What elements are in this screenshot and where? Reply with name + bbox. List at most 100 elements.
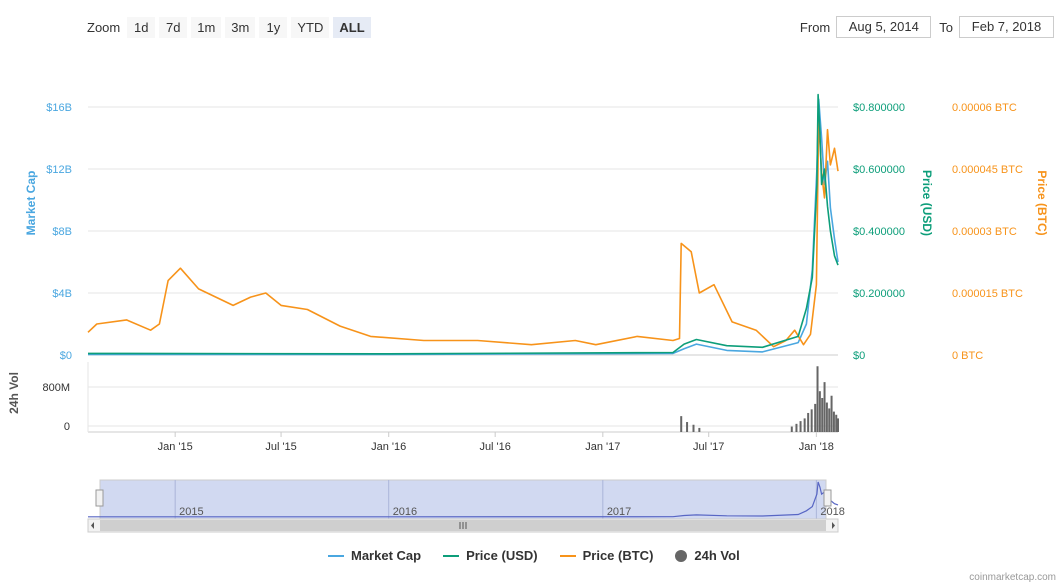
price-usd-tick-label: $0.400000: [853, 226, 905, 238]
navigator-selection[interactable]: [99, 479, 827, 520]
price-btc-axis-title: Price (BTC): [1035, 170, 1049, 235]
price-usd-tick-label: $0.800000: [853, 102, 905, 114]
price-btc-line: [87, 116, 839, 348]
volume-bar: [686, 422, 689, 432]
volume-bar: [810, 409, 813, 432]
market-cap-axis: Market Cap $0 $4B $8B $12B $16B: [24, 102, 72, 362]
price-usd-tick-label: $0.200000: [853, 288, 905, 300]
volume-bar: [807, 412, 810, 432]
volume-bar: [698, 427, 701, 432]
market-cap-line-icon: [328, 554, 344, 557]
x-tick-label: Jul '16: [479, 441, 510, 453]
volume-bar: [795, 423, 798, 432]
volume-bar: [799, 421, 802, 432]
volume-bar: [814, 403, 817, 432]
price-btc-tick-label: 0.00003 BTC: [952, 226, 1017, 238]
x-tick-label: Jan '18: [799, 441, 834, 453]
price-usd-axis-title: Price (USD): [920, 170, 934, 236]
market-cap-axis-title: Market Cap: [24, 171, 38, 236]
zoom-1m-button[interactable]: 1m: [191, 16, 222, 38]
to-date-input[interactable]: Feb 7, 2018: [959, 16, 1054, 38]
volume-bar: [832, 411, 835, 432]
navigator-left-handle[interactable]: [95, 489, 104, 507]
price-usd-tick-label: $0: [853, 350, 865, 362]
legend-price-btc[interactable]: Price (BTC): [559, 548, 654, 563]
volume-bar: [803, 418, 806, 432]
market-cap-tick-label: $16B: [46, 102, 72, 114]
series-layer: [87, 93, 839, 432]
from-date-input[interactable]: Aug 5, 2014: [836, 16, 932, 38]
navigator[interactable]: 2015 2016 2017 2018: [87, 479, 845, 533]
market-cap-tick-label: $12B: [46, 164, 72, 176]
navigator-grid: 2015 2016 2017 2018: [174, 480, 845, 519]
legend-label: 24h Vol: [694, 548, 740, 563]
volume-bar: [835, 414, 838, 432]
x-axis: Jan '15 Jul '15 Jan '16 Jul '16 Jan '17 Jul '…: [158, 432, 834, 453]
volume-bar: [816, 366, 819, 432]
to-label: To: [939, 19, 953, 35]
volume-bar: [821, 398, 824, 432]
x-tick-label: Jan '16: [371, 441, 406, 453]
legend-label: Price (BTC): [582, 548, 654, 563]
navigator-year-label: 2015: [179, 506, 203, 518]
market-cap-line: [87, 98, 839, 356]
navigator-year-label: 2017: [607, 506, 631, 518]
navigator-year-label: 2018: [820, 506, 844, 518]
legend-market-cap[interactable]: Market Cap: [328, 548, 421, 563]
legend-price-usd[interactable]: Price (USD): [443, 548, 538, 563]
zoom-3m-button[interactable]: 3m: [225, 16, 256, 38]
price-chart: Market Cap $0 $4B $8B $12B $16B Price (USD) …: [7, 93, 1049, 533]
volume-tick-label: 0: [64, 421, 70, 433]
zoom-1d-button[interactable]: 1d: [127, 16, 156, 38]
price-btc-line-icon: [559, 554, 576, 557]
volume-bar: [828, 408, 831, 432]
volume-bar: [680, 416, 683, 432]
zoom-ytd-button[interactable]: YTD: [291, 16, 330, 38]
legend-volume[interactable]: 24h Vol: [675, 548, 740, 563]
x-tick-label: Jan '17: [585, 441, 620, 453]
price-btc-tick-label: 0.000045 BTC: [952, 164, 1023, 176]
range-selector: Zoom 1d 7d 1m 3m 1y YTD ALL: [87, 16, 375, 38]
volume-bar: [692, 424, 695, 432]
volume-axis-title: 24h Vol: [7, 372, 21, 414]
volume-axis: 24h Vol 0 800M: [7, 372, 70, 433]
price-usd-line: [87, 93, 839, 355]
chart-legend: Market Cap Price (USD) Price (BTC) 24h V…: [328, 548, 762, 563]
volume-bar: [790, 426, 793, 432]
price-btc-tick-label: 0 BTC: [952, 350, 983, 362]
price-btc-tick-label: 0.00006 BTC: [952, 102, 1017, 114]
scroll-left-arrow-icon: [91, 522, 94, 529]
price-btc-axis: Price (BTC) 0 BTC 0.000015 BTC 0.00003 BTC…: [952, 102, 1049, 362]
grid-lines: [87, 106, 838, 433]
price-usd-line-icon: [443, 554, 460, 557]
volume-bar: [823, 382, 826, 432]
legend-label: Price (USD): [466, 548, 538, 563]
market-cap-tick-label: $4B: [52, 288, 72, 300]
zoom-label: Zoom: [87, 19, 121, 35]
zoom-1y-button[interactable]: 1y: [259, 16, 288, 38]
from-label: From: [799, 19, 831, 35]
volume-bar: [825, 402, 828, 432]
price-btc-tick-label: 0.000015 BTC: [952, 288, 1023, 300]
date-range-inputs: From Aug 5, 2014 To Feb 7, 2018: [792, 16, 1054, 38]
price-usd-axis: Price (USD) $0 $0.200000 $0.400000 $0.60000…: [853, 102, 934, 362]
price-usd-tick-label: $0.600000: [853, 164, 905, 176]
market-cap-tick-label: $0: [60, 350, 72, 362]
x-tick-label: Jan '15: [158, 441, 193, 453]
legend-label: Market Cap: [351, 548, 422, 563]
navigator-scrollbar[interactable]: [87, 518, 839, 533]
x-tick-label: Jul '17: [693, 441, 724, 453]
navigator-right-handle[interactable]: [823, 489, 832, 507]
volume-bar: [830, 395, 833, 432]
navigator-year-label: 2016: [393, 506, 417, 518]
zoom-all-button[interactable]: ALL: [333, 16, 371, 38]
volume-bar: [837, 418, 839, 432]
credits-link[interactable]: coinmarketcap.com: [969, 572, 1056, 583]
volume-bar: [818, 391, 821, 432]
market-cap-tick-label: $8B: [52, 226, 72, 238]
volume-tick-label: 800M: [42, 382, 70, 394]
scroll-right-arrow-icon: [832, 522, 835, 529]
zoom-7d-button[interactable]: 7d: [159, 16, 188, 38]
volume-dot-icon: [675, 549, 688, 562]
x-tick-label: Jul '15: [265, 441, 296, 453]
